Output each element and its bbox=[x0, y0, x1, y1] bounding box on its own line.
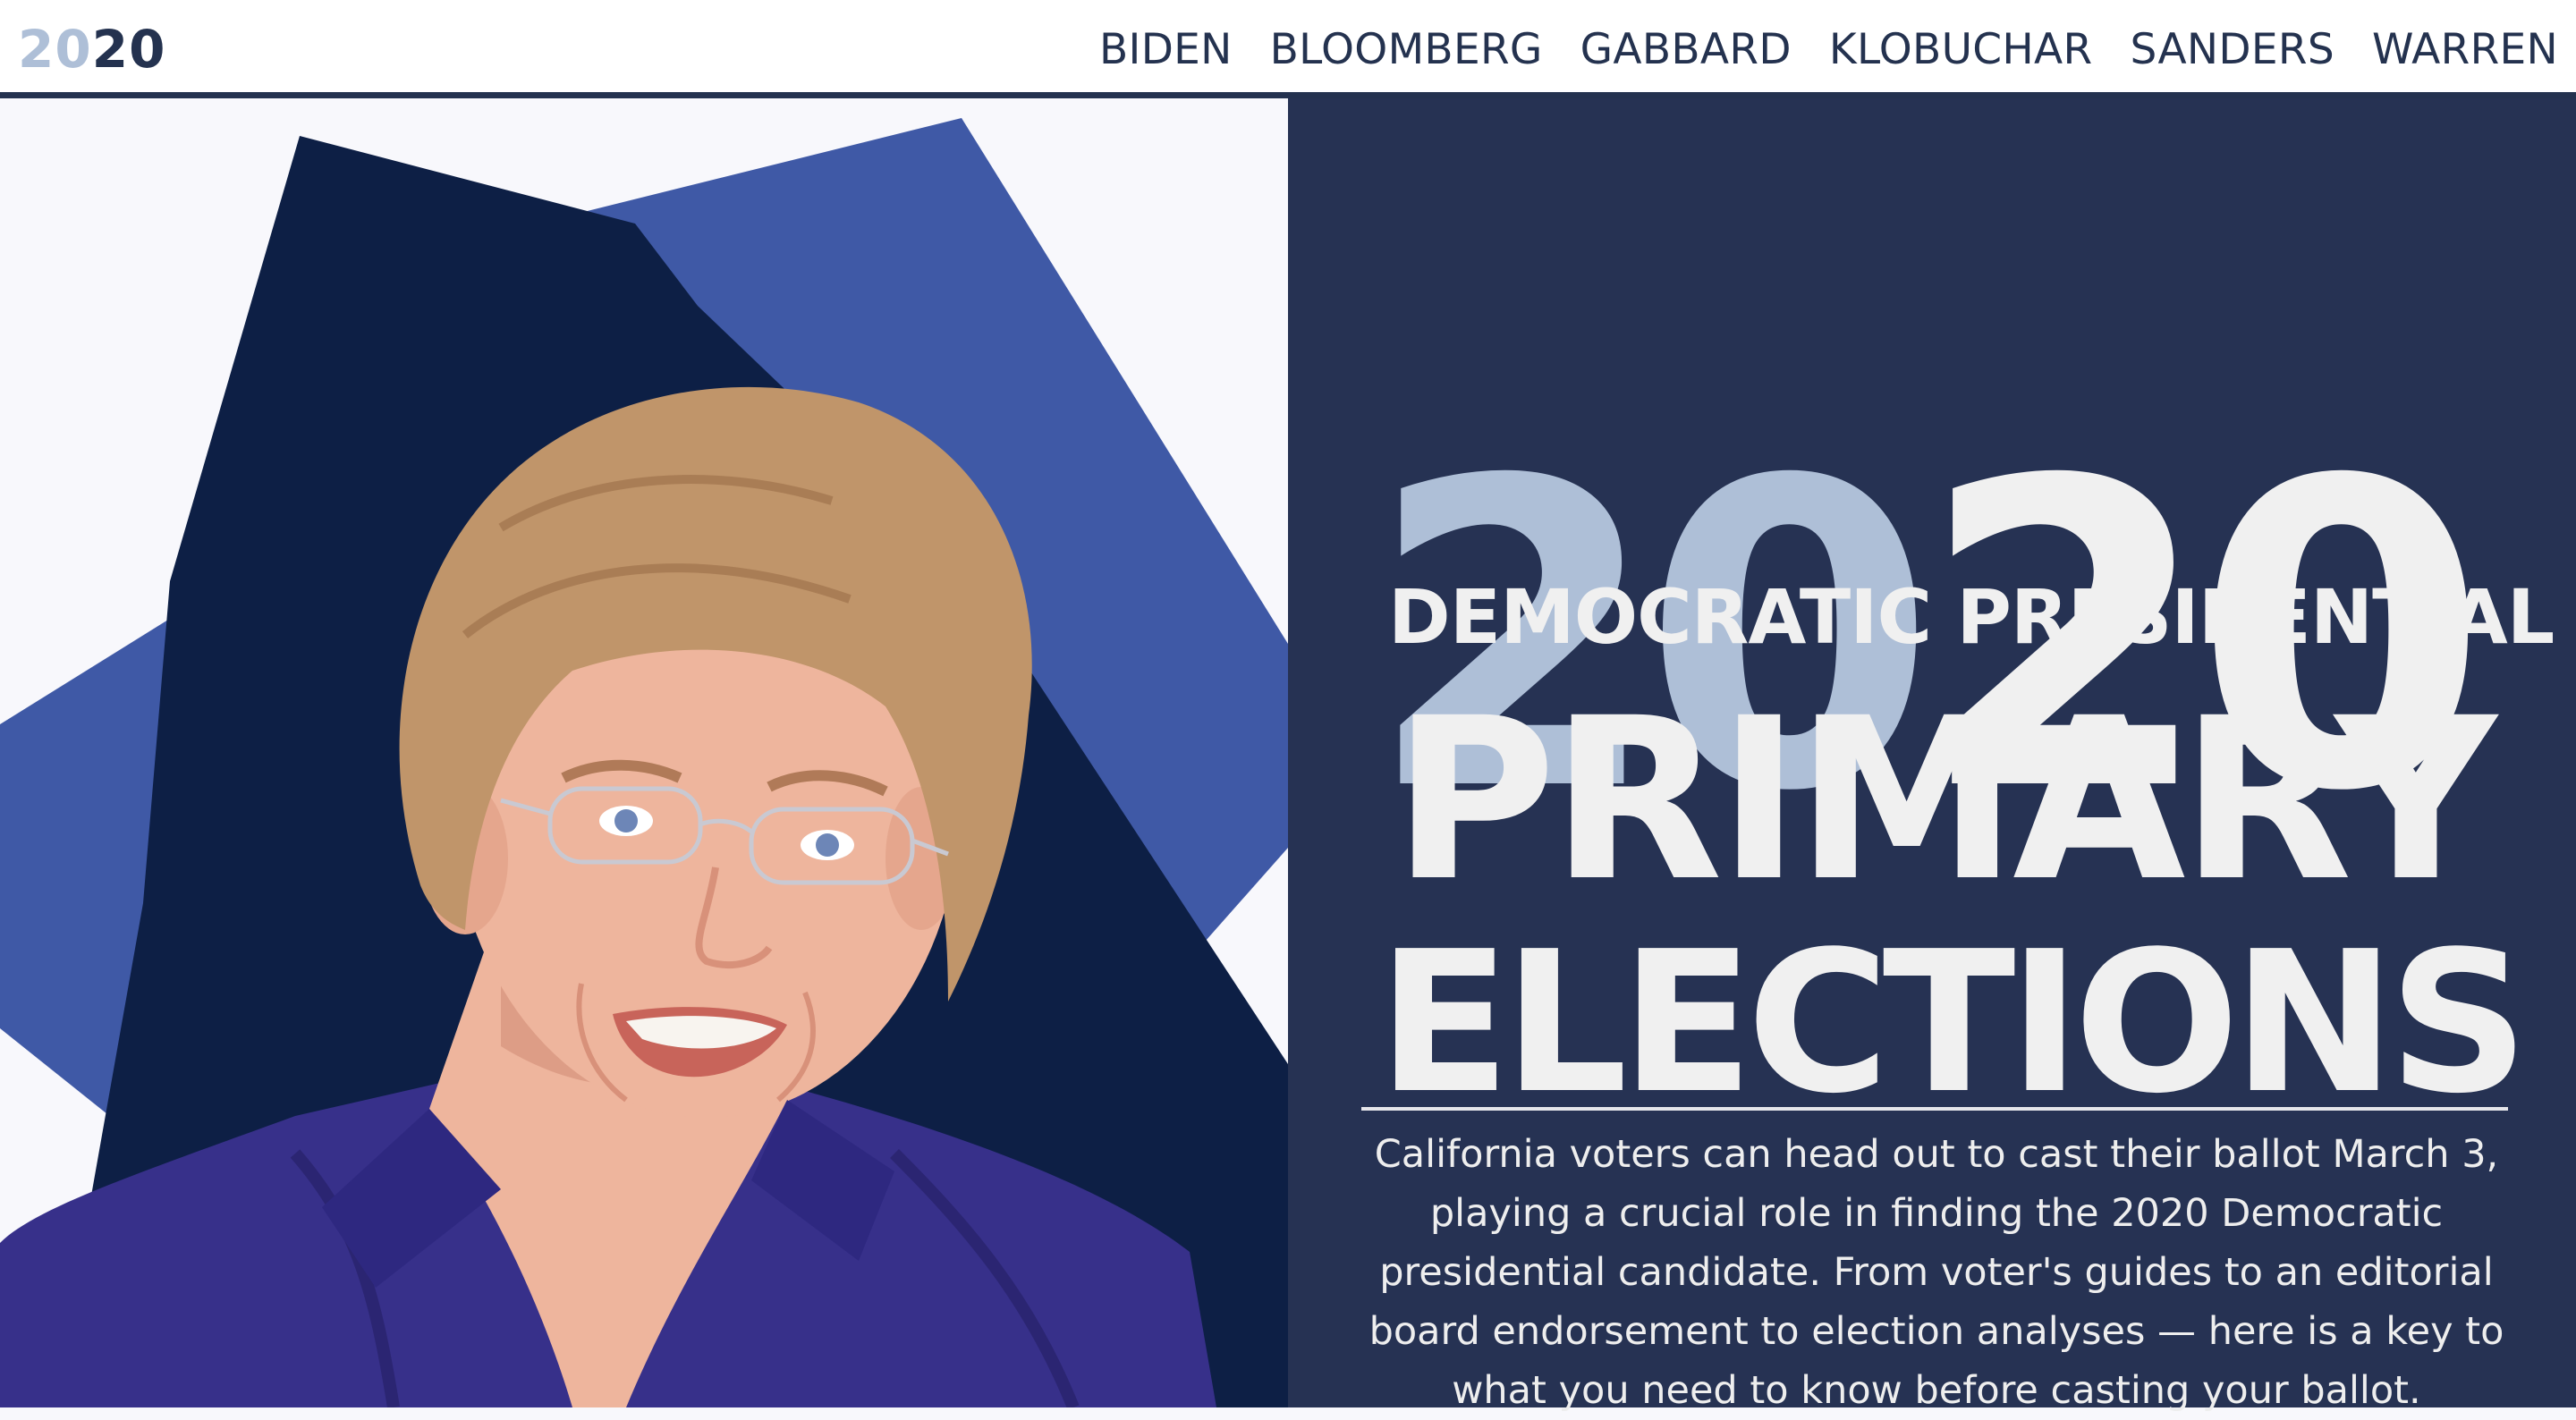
collar-left bbox=[322, 1109, 501, 1288]
eyebrow-right bbox=[767, 770, 888, 797]
nav-link-gabbard[interactable]: GABBARD bbox=[1580, 25, 1792, 74]
nav-link-warren[interactable]: WARREN bbox=[2371, 25, 2558, 74]
hero-year-part-2: 20 bbox=[1918, 393, 2488, 884]
glasses-arm bbox=[911, 838, 949, 857]
collar-right bbox=[751, 1100, 894, 1261]
hair-strand bbox=[462, 563, 852, 638]
candidate-portrait-illustration bbox=[0, 118, 1288, 1407]
nav-link-biden[interactable]: BIDEN bbox=[1098, 25, 1233, 74]
glasses-left-lens bbox=[547, 786, 703, 865]
candidate-illustration bbox=[0, 98, 1288, 1407]
hero-headline-elections: ELECTIONS bbox=[1377, 910, 2529, 1137]
hero-year: 2020 bbox=[1367, 427, 2503, 849]
nav-link-klobuchar[interactable]: KLOBUCHAR bbox=[1828, 25, 2093, 74]
top-navigation-bar: 2020 BIDEN BLOOMBERG GABBARD KLOBUCHAR S… bbox=[0, 0, 2576, 98]
teeth bbox=[626, 1016, 776, 1049]
glasses-arm bbox=[500, 798, 551, 816]
glasses-right-lens bbox=[749, 807, 915, 885]
hair-shape bbox=[399, 386, 1032, 1002]
logo-part-1: 20 bbox=[18, 19, 92, 80]
iris-right bbox=[816, 833, 839, 857]
hair-strand bbox=[498, 475, 834, 532]
jacket-fold bbox=[890, 1149, 1080, 1407]
site-logo[interactable]: 2020 bbox=[18, 18, 165, 80]
glasses-bridge bbox=[699, 818, 753, 834]
iris-left bbox=[614, 809, 638, 833]
nose bbox=[695, 866, 773, 969]
hero-divider bbox=[1361, 1107, 2508, 1111]
hero-subtitle: DEMOCRATIC PRESIDENTIAL bbox=[1388, 573, 2555, 661]
hero-panel bbox=[1288, 98, 2576, 1407]
hero-headline-primary: PRIMARY bbox=[1392, 670, 2497, 930]
nav-link-bloomberg[interactable]: BLOOMBERG bbox=[1269, 25, 1543, 74]
smile-line bbox=[576, 983, 628, 1103]
hero-intro-text: California voters can head out to cast t… bbox=[1368, 1132, 2504, 1413]
logo-part-2: 20 bbox=[91, 19, 166, 80]
candidate-nav: BIDEN BLOOMBERG GABBARD KLOBUCHAR SANDER… bbox=[1099, 21, 2558, 79]
eyebrow-left bbox=[561, 759, 682, 783]
nav-link-sanders[interactable]: SANDERS bbox=[2130, 25, 2334, 74]
smile-line bbox=[776, 991, 816, 1103]
hero-year-part-1: 20 bbox=[1367, 393, 1936, 884]
